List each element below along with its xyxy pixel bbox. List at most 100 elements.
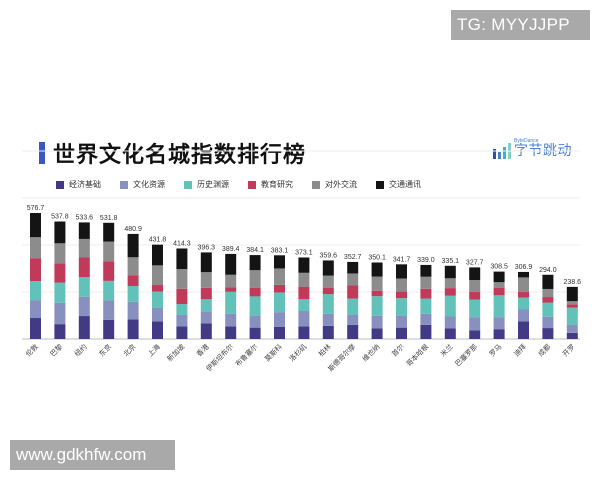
bar-segment <box>225 287 237 292</box>
legend-swatch-icon <box>120 180 128 189</box>
category-label: 东京 <box>97 342 113 358</box>
bar-value-label: 384.1 <box>246 247 264 254</box>
bar-segment <box>152 285 163 292</box>
bar-segment <box>469 280 481 293</box>
legend-item: 经济基础 <box>56 179 101 190</box>
bar-segment <box>518 321 529 339</box>
bar-segment <box>444 288 456 296</box>
bar-segment <box>127 257 139 276</box>
bar-segment <box>200 272 212 288</box>
bar-segment <box>152 291 163 308</box>
bar-segment <box>542 274 554 289</box>
bar-segment <box>200 323 212 339</box>
bar-segment <box>298 257 310 273</box>
bar-segment <box>176 248 188 270</box>
bar-segment <box>30 258 41 282</box>
title-accent-bar <box>39 142 45 164</box>
bar-value-label: 327.7 <box>466 259 484 266</box>
bar-segment <box>103 319 115 339</box>
legend-swatch-icon <box>248 180 256 189</box>
bar-segment <box>493 317 505 330</box>
bar-segment <box>322 287 334 295</box>
bar-value-label: 389.4 <box>222 246 240 253</box>
bar-segment <box>542 297 554 303</box>
bar-segment <box>176 314 188 327</box>
category-label: 罗马 <box>488 343 504 359</box>
category-label: 维也纳 <box>360 342 381 363</box>
bar-segment <box>371 328 383 339</box>
bar-segment <box>249 287 261 297</box>
bar-segment <box>30 237 41 259</box>
bar-segment <box>469 267 481 281</box>
bar-segment <box>274 268 285 285</box>
bar-segment <box>347 285 359 299</box>
legend-swatch-icon <box>56 180 64 189</box>
category-label: 迪拜 <box>512 342 528 358</box>
bar-segment <box>274 326 285 339</box>
bar-segment <box>54 302 66 325</box>
bar-value-label: 238.6 <box>564 279 582 286</box>
bar-segment <box>30 318 41 339</box>
category-label: 上海 <box>146 342 162 358</box>
bar-segment <box>249 270 261 288</box>
bar-value-label: 341.7 <box>393 256 411 263</box>
bar-segment <box>127 301 139 320</box>
category-label: 成都 <box>536 342 552 358</box>
bar-segment <box>200 299 212 312</box>
bar-group: 537.8 巴黎 <box>48 213 69 358</box>
bar-segment <box>347 273 359 286</box>
category-label: 哥本哈根 <box>404 342 430 368</box>
bar-segment <box>225 253 237 275</box>
bar-segment <box>371 315 383 329</box>
bar-value-label: 480.9 <box>124 226 142 233</box>
bar-value-label: 350.1 <box>368 255 386 262</box>
bar-segment <box>347 298 359 315</box>
category-label: 北京 <box>121 342 137 358</box>
bar-group: 533.6 纽约 <box>72 214 93 358</box>
bar-segment <box>298 311 310 327</box>
bar-group: 341.7 首尔 <box>390 256 411 358</box>
bar-segment <box>493 271 505 283</box>
bar-group: 531.8 东京 <box>97 215 118 359</box>
bar-segment <box>493 287 505 296</box>
category-label: 香港 <box>194 342 210 358</box>
bar-segment <box>493 295 505 318</box>
bar-segment <box>200 311 212 324</box>
bar-segment <box>127 233 139 258</box>
bar-group: 308.5 罗马 <box>488 264 508 359</box>
bar-segment <box>542 302 554 317</box>
legend-item: 文化资源 <box>120 179 165 190</box>
bar-segment <box>542 316 554 329</box>
bar-segment <box>30 213 41 238</box>
bar-segment <box>78 257 90 278</box>
bar-segment <box>78 316 90 339</box>
bar-value-label: 531.8 <box>100 215 118 222</box>
bar-segment <box>274 284 285 293</box>
legend-label: 教育研究 <box>261 180 293 189</box>
bar-value-label: 537.8 <box>51 213 69 220</box>
bar-segment <box>78 277 90 297</box>
bar-segment <box>347 324 359 339</box>
bar-segment <box>566 332 578 339</box>
bar-segment <box>176 304 188 315</box>
bar-segment <box>322 313 334 326</box>
bar-value-label: 533.6 <box>76 214 94 221</box>
bar-segment <box>347 261 359 274</box>
bar-segment <box>371 276 383 291</box>
bar-segment <box>225 326 237 339</box>
watermark-top-right: TG: MYYJJPP <box>451 10 590 40</box>
bar-segment <box>298 326 310 339</box>
bar-segment <box>249 327 261 339</box>
bar-group: 431.8 上海 <box>146 237 167 359</box>
bar-segment <box>371 296 383 316</box>
bar-segment <box>518 271 529 278</box>
legend-item: 历史渊源 <box>184 179 229 190</box>
bar-segment <box>274 292 285 313</box>
bar-segment <box>322 325 334 339</box>
bar-segment <box>518 309 529 322</box>
bar-segment <box>469 299 481 318</box>
bar-segment <box>30 300 41 319</box>
legend-swatch-icon <box>312 180 320 189</box>
bar-segment <box>566 286 578 302</box>
bar-group: 359.6 柏林 <box>316 252 337 358</box>
